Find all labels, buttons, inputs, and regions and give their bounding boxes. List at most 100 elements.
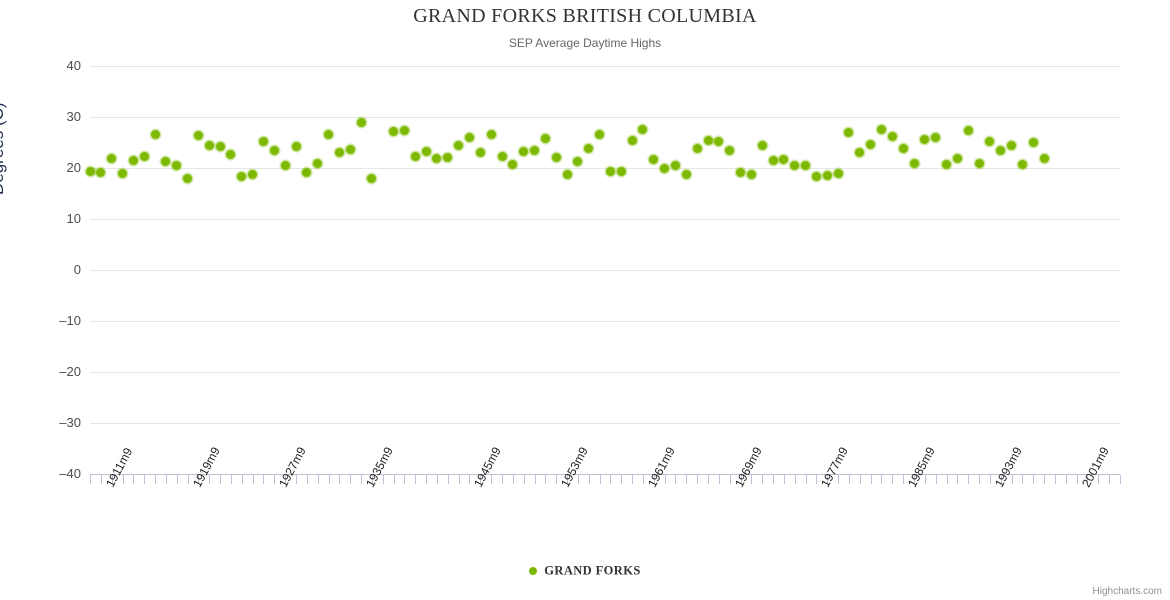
data-point[interactable]	[454, 141, 464, 151]
data-point[interactable]	[660, 163, 670, 173]
data-point[interactable]	[118, 168, 128, 178]
data-point[interactable]	[703, 136, 713, 146]
data-point[interactable]	[692, 144, 702, 154]
data-point[interactable]	[909, 159, 919, 169]
data-point[interactable]	[595, 130, 605, 140]
data-point[interactable]	[811, 171, 821, 181]
data-point[interactable]	[942, 160, 952, 170]
data-point[interactable]	[96, 167, 106, 177]
data-point[interactable]	[844, 128, 854, 138]
data-point[interactable]	[681, 169, 691, 179]
data-point[interactable]	[801, 160, 811, 170]
data-point[interactable]	[638, 125, 648, 135]
data-point[interactable]	[1028, 138, 1038, 147]
data-point[interactable]	[128, 156, 138, 166]
data-point[interactable]	[920, 134, 930, 144]
data-point[interactable]	[725, 146, 735, 156]
data-point[interactable]	[833, 168, 843, 178]
data-point[interactable]	[866, 139, 876, 149]
data-point[interactable]	[464, 133, 474, 143]
data-point[interactable]	[1039, 153, 1049, 163]
data-point[interactable]	[627, 135, 637, 145]
data-point[interactable]	[670, 161, 680, 171]
data-point[interactable]	[139, 152, 149, 162]
data-point[interactable]	[269, 146, 279, 156]
data-point[interactable]	[985, 136, 995, 146]
data-point[interactable]	[952, 153, 962, 163]
data-point[interactable]	[475, 147, 485, 157]
data-point[interactable]	[898, 144, 908, 154]
data-point[interactable]	[421, 146, 431, 156]
data-point[interactable]	[226, 149, 236, 159]
x-axis-tick	[968, 475, 970, 484]
x-axis-tick	[762, 475, 764, 484]
data-point[interactable]	[519, 147, 529, 157]
data-point[interactable]	[768, 155, 778, 165]
data-point[interactable]	[714, 136, 724, 146]
data-point[interactable]	[974, 158, 984, 168]
data-point[interactable]	[530, 145, 540, 155]
data-point[interactable]	[356, 118, 366, 128]
data-point[interactable]	[540, 134, 550, 144]
x-axis-tick	[632, 475, 634, 484]
gridline	[90, 372, 1120, 373]
data-point[interactable]	[497, 151, 507, 161]
data-point[interactable]	[790, 161, 800, 171]
data-point[interactable]	[345, 144, 355, 154]
data-point[interactable]	[1007, 140, 1017, 150]
data-point[interactable]	[399, 125, 409, 135]
data-point[interactable]	[334, 148, 344, 158]
data-point[interactable]	[204, 140, 214, 150]
data-point[interactable]	[172, 160, 182, 170]
data-point[interactable]	[605, 166, 615, 176]
data-point[interactable]	[876, 125, 886, 135]
legend[interactable]: GRAND FORKS	[0, 563, 1170, 579]
data-point[interactable]	[616, 167, 626, 177]
data-point[interactable]	[302, 167, 312, 177]
data-point[interactable]	[432, 153, 442, 163]
x-axis-tick	[556, 475, 558, 484]
data-point[interactable]	[183, 173, 193, 183]
x-axis-tick	[393, 475, 395, 484]
data-point[interactable]	[193, 131, 203, 141]
x-axis-tick	[1000, 475, 1002, 484]
data-point[interactable]	[736, 167, 746, 177]
data-point[interactable]	[237, 171, 247, 181]
data-point[interactable]	[280, 160, 290, 170]
data-point[interactable]	[887, 131, 897, 141]
data-point[interactable]	[161, 156, 171, 166]
data-point[interactable]	[486, 130, 496, 140]
gridline	[90, 321, 1120, 322]
data-point[interactable]	[931, 133, 941, 143]
data-point[interactable]	[258, 137, 268, 147]
data-point[interactable]	[85, 167, 95, 177]
data-point[interactable]	[389, 126, 399, 136]
data-point[interactable]	[248, 169, 258, 179]
x-axis-tick	[729, 475, 731, 484]
data-point[interactable]	[1017, 160, 1027, 170]
data-point[interactable]	[757, 140, 767, 150]
data-point[interactable]	[996, 145, 1006, 155]
data-point[interactable]	[562, 170, 572, 180]
data-point[interactable]	[822, 170, 832, 180]
data-point[interactable]	[443, 153, 453, 163]
data-point[interactable]	[324, 130, 334, 140]
data-point[interactable]	[573, 156, 583, 166]
data-point[interactable]	[410, 152, 420, 162]
highcharts-credit[interactable]: Highcharts.com	[1092, 586, 1162, 597]
data-point[interactable]	[313, 159, 323, 169]
data-point[interactable]	[215, 142, 225, 152]
data-point[interactable]	[855, 147, 865, 157]
data-point[interactable]	[291, 141, 301, 151]
data-point[interactable]	[508, 159, 518, 169]
data-point[interactable]	[150, 129, 160, 139]
data-point[interactable]	[779, 154, 789, 164]
data-point[interactable]	[963, 125, 973, 135]
data-point[interactable]	[746, 169, 756, 179]
data-point[interactable]	[649, 155, 659, 165]
data-point[interactable]	[107, 154, 117, 164]
data-point[interactable]	[584, 143, 594, 153]
data-point[interactable]	[367, 174, 377, 184]
data-point[interactable]	[551, 153, 561, 163]
